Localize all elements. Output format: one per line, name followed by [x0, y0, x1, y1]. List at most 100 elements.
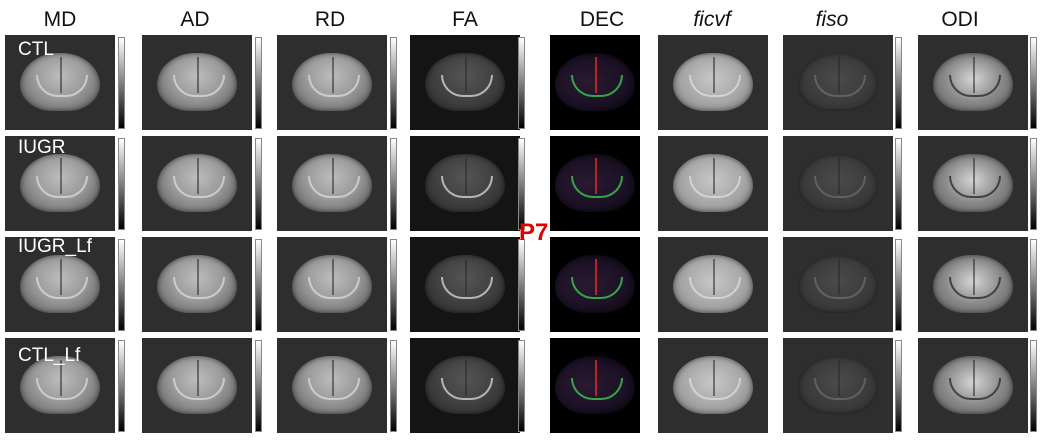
colorbar — [1030, 37, 1037, 129]
row-label-iugr: IUGR — [18, 137, 66, 158]
brain-slice — [933, 255, 1013, 313]
brain-slice — [425, 53, 505, 111]
brain-slice — [673, 53, 753, 111]
panel-ctl-ficvf — [658, 35, 768, 130]
colorbar — [390, 340, 397, 432]
brain-slice — [555, 255, 635, 313]
panel-iugr-lf-odi — [918, 237, 1028, 332]
brain-slice — [798, 154, 878, 212]
colorbar — [118, 239, 125, 331]
brain-slice — [933, 356, 1013, 414]
column-header-md: MD — [43, 8, 77, 31]
brain-slice — [20, 356, 100, 414]
brain-slice — [157, 356, 237, 414]
panel-iugr-lf-dec — [550, 237, 640, 332]
colorbar — [390, 239, 397, 331]
brain-slice — [425, 356, 505, 414]
panel-ctl-fa — [410, 35, 520, 130]
brain-slice — [555, 154, 635, 212]
brain-slice — [292, 53, 372, 111]
column-header-odi: ODI — [941, 8, 979, 31]
column-header-ficvf: ficvf — [693, 8, 731, 31]
brain-slice — [798, 255, 878, 313]
colorbar — [518, 239, 525, 331]
panel-iugr-lf-ad — [142, 237, 252, 332]
colorbar — [390, 37, 397, 129]
panel-iugr-rd — [277, 136, 387, 231]
brain-slice — [157, 154, 237, 212]
panel-iugr-lf-fa — [410, 237, 520, 332]
brain-slice — [292, 356, 372, 414]
panel-ctl-lf-odi — [918, 338, 1028, 433]
colorbar — [895, 340, 902, 432]
panel-iugr-fiso — [783, 136, 893, 231]
colorbar — [895, 37, 902, 129]
panel-iugr-ficvf — [658, 136, 768, 231]
panel-ctl-lf-dec — [550, 338, 640, 433]
panel-iugr-fa — [410, 136, 520, 231]
panel-iugr-lf-rd — [277, 237, 387, 332]
panel-iugr-lf-fiso — [783, 237, 893, 332]
column-header-dec: DEC — [579, 8, 625, 31]
column-header-ad: AD — [180, 8, 210, 31]
brain-slice — [555, 356, 635, 414]
colorbar — [118, 340, 125, 432]
colorbar — [518, 138, 525, 230]
panel-iugr-lf-md — [5, 237, 115, 332]
column-header-fiso: fiso — [815, 8, 849, 31]
colorbar — [255, 37, 262, 129]
brain-slice — [157, 53, 237, 111]
panel-iugr-ad — [142, 136, 252, 231]
brain-slice — [673, 255, 753, 313]
colorbar — [1030, 239, 1037, 331]
row-label-ctl: CTL — [18, 39, 54, 60]
panel-ctl-fiso — [783, 35, 893, 130]
colorbar — [118, 37, 125, 129]
panel-ctl-md — [5, 35, 115, 130]
panel-ctl-lf-fa — [410, 338, 520, 433]
colorbar — [895, 138, 902, 230]
panel-iugr-dec — [550, 136, 640, 231]
column-header-rd: RD — [314, 8, 346, 31]
panel-ctl-lf-ad — [142, 338, 252, 433]
column-header-fa: FA — [452, 8, 478, 31]
colorbar — [255, 138, 262, 230]
panel-ctl-dec — [550, 35, 640, 130]
colorbar — [518, 37, 525, 129]
panel-ctl-lf-fiso — [783, 338, 893, 433]
row-label-ctl-lf: CTL_Lf — [18, 345, 81, 366]
brain-slice — [20, 255, 100, 313]
colorbar — [895, 239, 902, 331]
panel-ctl-lf-md — [5, 338, 115, 433]
panel-ctl-rd — [277, 35, 387, 130]
row-label-iugr-lf: IUGR_Lf — [18, 236, 92, 257]
brain-slice — [673, 356, 753, 414]
brain-slice — [933, 53, 1013, 111]
panel-ctl-ad — [142, 35, 252, 130]
colorbar — [1030, 340, 1037, 432]
colorbar — [518, 340, 525, 432]
colorbar — [255, 239, 262, 331]
brain-slice — [20, 154, 100, 212]
brain-slice — [673, 154, 753, 212]
brain-slice — [798, 356, 878, 414]
panel-ctl-lf-ficvf — [658, 338, 768, 433]
brain-slice — [20, 53, 100, 111]
panel-iugr-lf-ficvf — [658, 237, 768, 332]
brain-slice — [425, 154, 505, 212]
brain-slice — [292, 255, 372, 313]
panel-ctl-lf-rd — [277, 338, 387, 433]
panel-iugr-odi — [918, 136, 1028, 231]
colorbar — [255, 340, 262, 432]
colorbar — [390, 138, 397, 230]
brain-slice — [157, 255, 237, 313]
brain-slice — [292, 154, 372, 212]
colorbar — [118, 138, 125, 230]
colorbar — [1030, 138, 1037, 230]
brain-slice — [555, 53, 635, 111]
brain-slice — [425, 255, 505, 313]
timepoint-label: P7 — [519, 219, 549, 246]
panel-ctl-odi — [918, 35, 1028, 130]
brain-slice — [798, 53, 878, 111]
brain-slice — [933, 154, 1013, 212]
